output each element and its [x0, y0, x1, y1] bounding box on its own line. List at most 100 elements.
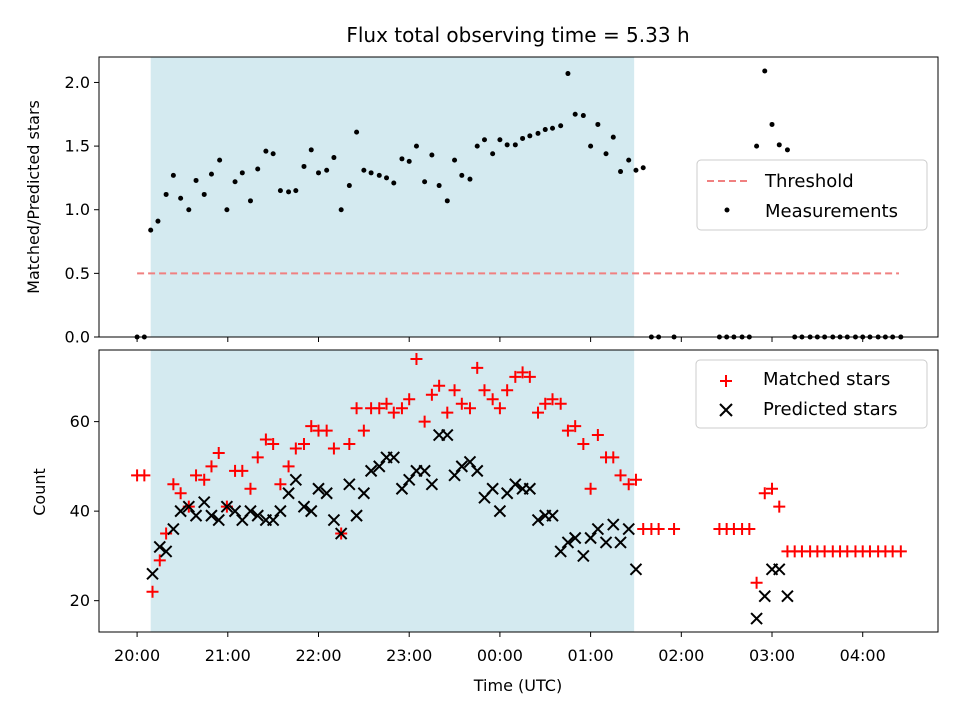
- matched-star-point: [486, 393, 499, 406]
- measurement-point: [413, 143, 419, 149]
- predicted-star-point: [607, 518, 620, 531]
- matched-star-point: [190, 469, 203, 482]
- matched-star-point: [523, 370, 536, 383]
- measurement-point: [391, 180, 397, 186]
- top-axes-frame: [98, 56, 939, 338]
- measurement-point: [444, 198, 450, 204]
- matched-star-point: [554, 397, 567, 410]
- matched-star-point: [244, 482, 257, 495]
- x-tick-label: 00:00: [477, 646, 523, 665]
- measurement-point: [565, 71, 571, 77]
- predicted-star-point: [146, 567, 159, 581]
- measurement-point: [527, 133, 533, 139]
- bottom-legend-box: [695, 359, 928, 429]
- matched-star-point: [236, 464, 249, 477]
- predicted-star-point: [189, 509, 203, 522]
- matched-star-point: [167, 478, 180, 491]
- bottom-y-axis: 20 40 60: [70, 412, 99, 610]
- matched-star-point: [403, 393, 416, 406]
- measurement-point: [490, 151, 496, 157]
- predicted-star-point: [251, 509, 264, 522]
- measurement-point: [208, 171, 214, 177]
- matched-star-point: [448, 384, 461, 397]
- matched-star-point: [629, 473, 642, 486]
- x-tick-label: 02:00: [658, 646, 704, 665]
- matched-star-point: [441, 406, 454, 419]
- predicted-star-point: [418, 464, 431, 478]
- top-y-tick-label: 1.5: [65, 137, 90, 156]
- measurement-point: [148, 227, 154, 233]
- matched-star-point: [387, 406, 400, 419]
- predicted-star-point: [373, 460, 386, 473]
- matched-star-point: [614, 469, 627, 482]
- matched-star-point: [146, 585, 159, 598]
- measurement-point: [376, 172, 382, 178]
- matched-star-point: [584, 482, 597, 495]
- measurement-point: [776, 142, 782, 148]
- predicted-star-point: [395, 482, 409, 495]
- measurement-point: [308, 147, 314, 153]
- measurement-point: [239, 170, 245, 176]
- measurement-point: [170, 172, 176, 178]
- matched-star-point: [350, 402, 363, 415]
- matched-star-point: [174, 487, 187, 500]
- predicted-star-point: [312, 482, 325, 495]
- matched-star-point: [198, 473, 211, 486]
- predicted-star-point: [425, 478, 439, 491]
- matched-star-point: [766, 482, 779, 495]
- top-y-tick-label: 0.5: [65, 264, 90, 283]
- measurement-point: [316, 170, 322, 176]
- matched-star-point: [478, 384, 491, 397]
- measurement-point: [572, 111, 578, 117]
- predicted-star-point: [509, 478, 522, 491]
- predicted-star-point: [357, 487, 371, 500]
- bottom-axes-frame: [98, 349, 939, 633]
- matched-star-point: [758, 487, 771, 500]
- predicted-star-point: [463, 455, 477, 469]
- predicted-star-point: [350, 509, 363, 522]
- measurement-point: [301, 163, 307, 169]
- measurement-point: [346, 183, 352, 189]
- bottom-marks: [131, 352, 907, 625]
- predicted-star-point: [773, 563, 786, 576]
- predicted-star-point: [387, 451, 400, 464]
- measurement-point: [769, 121, 775, 127]
- predicted-star-point: [584, 531, 597, 545]
- measurement-point: [459, 172, 465, 178]
- predicted-star-point: [212, 513, 225, 527]
- matched-star-point: [425, 388, 438, 401]
- measurement-point: [610, 134, 616, 140]
- matched-star-point: [212, 446, 225, 459]
- predicted-star-point: [568, 531, 582, 545]
- legend-measurements-swatch: [724, 207, 730, 213]
- matched-star-point: [501, 384, 514, 397]
- matched-star-point: [259, 433, 272, 446]
- measurement-point: [186, 207, 192, 213]
- measurement-point: [452, 157, 458, 163]
- matched-star-point: [577, 438, 590, 450]
- legend-predicted-label: Predicted stars: [763, 399, 897, 420]
- measurement-point: [481, 137, 487, 143]
- predicted-star-point: [167, 522, 180, 536]
- matched-star-point: [320, 424, 333, 437]
- bottom-legend: Matched stars Predicted stars: [695, 359, 928, 429]
- predicted-star-point: [531, 513, 545, 527]
- matched-star-point: [532, 406, 545, 419]
- predicted-star-point: [599, 536, 613, 549]
- measurement-point: [512, 142, 518, 148]
- matched-star-point: [622, 478, 635, 491]
- measurement-point: [217, 157, 223, 163]
- top-panel: 0.0 0.5 1.0 1.5 2.0 Flux total observing tim…: [24, 23, 939, 347]
- predicted-star-point: [297, 500, 311, 513]
- measurement-point: [406, 158, 412, 164]
- bottom-y-axis-label: Count: [30, 468, 49, 516]
- matched-star-point: [509, 370, 522, 383]
- matched-star-point: [894, 545, 907, 558]
- predicted-star-point: [781, 589, 794, 603]
- measurement-point: [429, 152, 435, 158]
- matched-star-point: [668, 523, 681, 536]
- predicted-star-point: [493, 504, 507, 518]
- matched-star-point: [652, 523, 665, 536]
- predicted-star-point: [266, 513, 280, 527]
- measurement-point: [535, 130, 541, 136]
